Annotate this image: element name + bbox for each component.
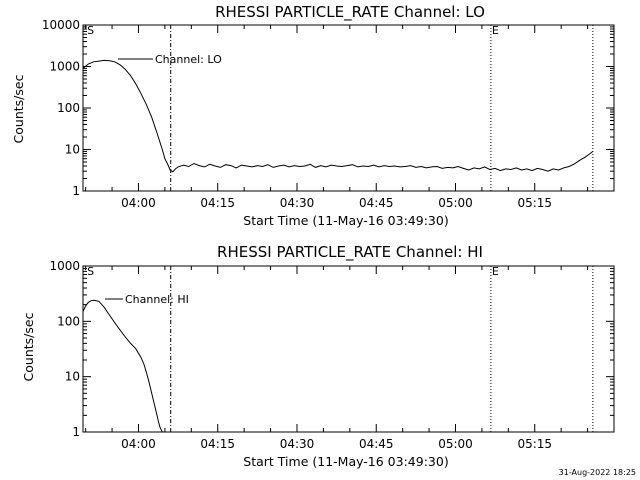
x-tick-label: 04:00 (121, 196, 156, 210)
series-line-hi (82, 299, 163, 433)
y-tick-label: 10 (65, 143, 80, 157)
series-label: Channel: LO (155, 53, 222, 66)
time-marker-label: S (87, 265, 94, 278)
y-tick-label: 10000 (42, 18, 80, 32)
x-tick-label: 04:45 (359, 437, 394, 451)
y-tick-label: 1000 (49, 259, 80, 273)
chart-title: RHESSI PARTICLE_RATE Channel: LO (215, 3, 485, 22)
plot-frame (82, 24, 615, 192)
x-axis: 04:00 04:15 04:30 04:45 05:00 05:15 (85, 266, 615, 451)
x-tick-label: 05:00 (438, 196, 473, 210)
x-tick-label: 04:15 (200, 437, 235, 451)
y-axis-label: Counts/sec (21, 312, 36, 381)
x-tick-label: 04:30 (280, 196, 315, 210)
chart-panel-lo: RHESSI PARTICLE_RATE Channel: LO Start T… (11, 3, 615, 228)
x-tick-label: 05:15 (517, 437, 552, 451)
y-tick-label: 1 (72, 184, 80, 198)
chart-panel-hi: RHESSI PARTICLE_RATE Channel: HI Start T… (21, 243, 615, 469)
y-axis: 1 10 100 1000 10000 (42, 18, 614, 198)
time-marker-label: E (492, 24, 499, 37)
time-marker-label: S (87, 24, 94, 37)
y-tick-label: 1 (72, 425, 80, 439)
y-axis: 1 10 100 1000 (49, 259, 614, 439)
y-tick-label: 10 (65, 370, 80, 384)
x-tick-label: 05:00 (438, 437, 473, 451)
x-axis-label: Start Time (11-May-16 03:49:30) (243, 454, 448, 469)
time-marker-label: E (492, 265, 499, 278)
chart-title: RHESSI PARTICLE_RATE Channel: HI (217, 243, 483, 262)
plot-frame (82, 265, 615, 433)
x-axis: 04:00 04:15 04:30 04:45 05:00 05:15 (85, 25, 615, 210)
series-label: Channel: HI (125, 293, 189, 306)
y-tick-label: 1000 (49, 60, 80, 74)
footer-timestamp: 31-Aug-2022 18:25 (559, 468, 636, 477)
x-tick-label: 04:30 (280, 437, 315, 451)
x-tick-label: 04:15 (200, 196, 235, 210)
x-tick-label: 04:45 (359, 196, 394, 210)
x-axis-label: Start Time (11-May-16 03:49:30) (243, 213, 448, 228)
x-tick-label: 05:15 (517, 196, 552, 210)
x-tick-label: 04:00 (121, 437, 156, 451)
y-tick-label: 100 (57, 314, 80, 328)
series-line-lo (82, 59, 594, 173)
y-tick-label: 100 (57, 101, 80, 115)
y-axis-label: Counts/sec (11, 74, 26, 143)
